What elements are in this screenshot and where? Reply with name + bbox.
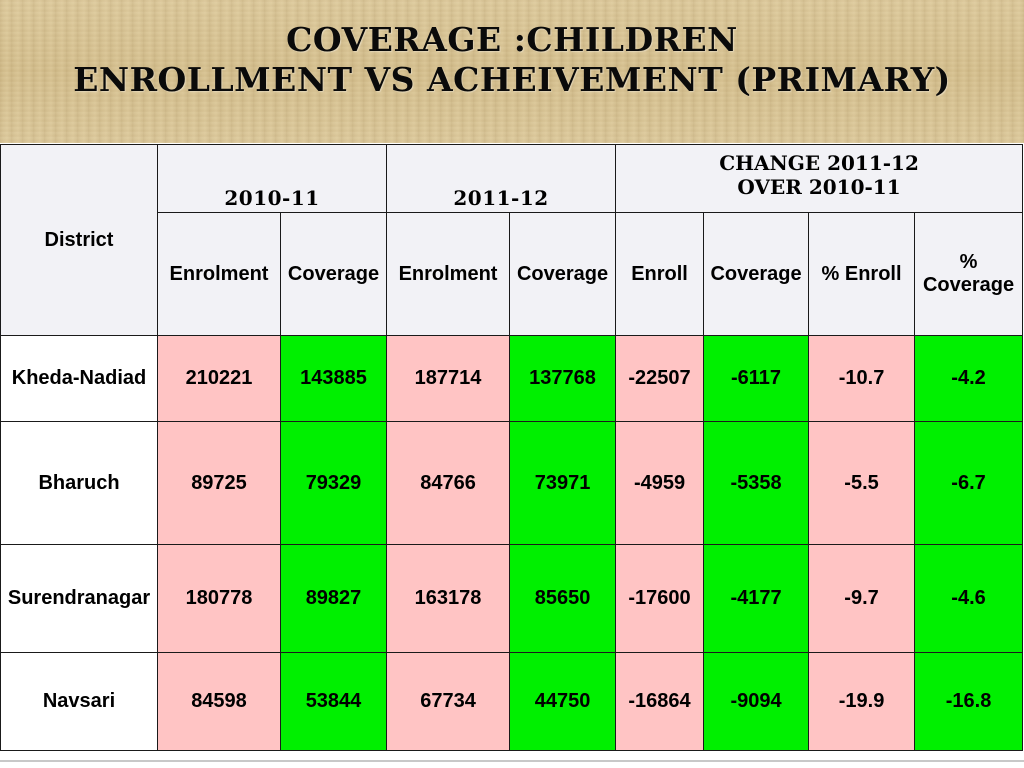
table-cell: 44750 <box>509 652 617 751</box>
district-cell: Bharuch <box>0 421 158 545</box>
title-line-2: Enrollment vs Acheivement (Primary) <box>73 60 951 99</box>
table-cell: -16864 <box>615 652 705 751</box>
table-cell: 67734 <box>386 652 511 751</box>
table-cell: 163178 <box>386 544 511 653</box>
district-cell: Navsari <box>0 652 158 751</box>
page-title: Coverage :Children Enrollment vs Acheive… <box>0 20 1024 100</box>
table-cell: -9.7 <box>808 544 916 653</box>
table-cell: 89827 <box>279 544 388 653</box>
column-header: Coverage <box>509 212 617 336</box>
table-cell: -9094 <box>703 652 810 751</box>
column-header: Enrolment <box>386 212 511 336</box>
table-row: Navsari 84598 53844 67734 44750 -16864 -… <box>0 652 1024 751</box>
district-cell: Surendranagar <box>0 544 158 653</box>
table-cell: 137768 <box>509 335 617 422</box>
table-cell: 53844 <box>279 652 388 751</box>
table-cell: -4.2 <box>914 335 1024 422</box>
table-cell: 79329 <box>279 421 388 545</box>
coverage-table-container: District 2010-11 2011-12 Change 2011-12 … <box>0 144 1024 751</box>
table-cell: 84766 <box>386 421 511 545</box>
table-cell: -4.6 <box>914 544 1024 653</box>
table-row: Bharuch 89725 79329 84766 73971 -4959 -5… <box>0 421 1024 545</box>
table-cell: 180778 <box>157 544 281 653</box>
year-2010-11-header: 2010-11 <box>156 144 388 213</box>
table-cell: -4177 <box>703 544 810 653</box>
change-header: Change 2011-12 over 2010-11 <box>615 144 1024 213</box>
table-cell: -17600 <box>615 544 705 653</box>
table-cell: -6117 <box>703 335 810 422</box>
table-cell: 73971 <box>509 421 617 545</box>
year-2011-12-header: 2011-12 <box>386 144 617 213</box>
table-cell: 85650 <box>509 544 617 653</box>
table-row: Kheda-Nadiad 210221 143885 187714 137768… <box>0 335 1024 422</box>
district-cell: Kheda-Nadiad <box>0 335 158 422</box>
table-cell: 187714 <box>386 335 511 422</box>
column-header: Coverage <box>703 212 810 336</box>
table-cell: -10.7 <box>808 335 916 422</box>
table-cell: 143885 <box>279 335 388 422</box>
table-cell: 89725 <box>157 421 281 545</box>
district-header: District <box>0 144 158 336</box>
column-header: % Coverage <box>914 212 1024 336</box>
title-line-1: Coverage :Children <box>286 20 738 59</box>
table-cell: -6.7 <box>914 421 1024 545</box>
title-band <box>0 0 1024 143</box>
table-cell: -5358 <box>703 421 810 545</box>
table-row: Surendranagar 180778 89827 163178 85650 … <box>0 544 1024 653</box>
table-cell: -16.8 <box>914 652 1024 751</box>
change-header-line-1: Change 2011-12 <box>719 151 919 175</box>
column-header: Coverage <box>279 212 388 336</box>
column-header: Enrolment <box>157 212 281 336</box>
table-cell: -19.9 <box>808 652 916 751</box>
change-header-line-2: over 2010-11 <box>737 175 901 199</box>
table-cell: -22507 <box>615 335 705 422</box>
table-cell: -5.5 <box>808 421 916 545</box>
table-cell: 210221 <box>157 335 281 422</box>
table-cell: -4959 <box>615 421 705 545</box>
column-header: Enroll <box>615 212 705 336</box>
coverage-table: District 2010-11 2011-12 Change 2011-12 … <box>0 144 1024 751</box>
bottom-divider <box>0 760 1024 762</box>
table-cell: 84598 <box>157 652 281 751</box>
column-header: % Enroll <box>808 212 916 336</box>
